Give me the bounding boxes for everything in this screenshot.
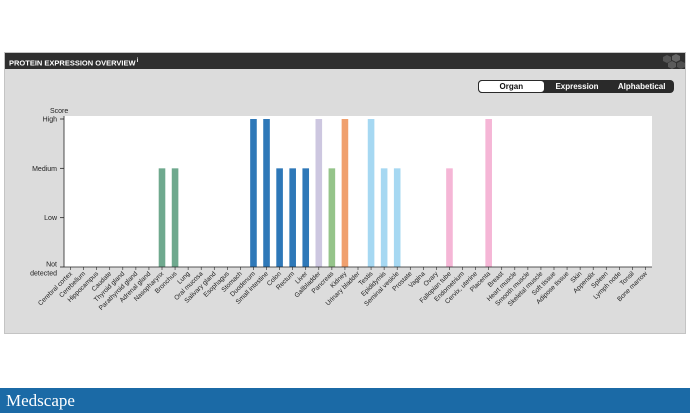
sort-toggle: Organ Expression Alphabetical — [478, 80, 674, 93]
bar-duodenum[interactable] — [250, 119, 257, 267]
panel-title: PROTEIN EXPRESSION OVERVIEW — [9, 58, 136, 68]
bar-kidney[interactable] — [341, 119, 349, 267]
toggle-alphabetical[interactable]: Alphabetical — [617, 82, 666, 91]
toggle-expression[interactable]: Expression — [555, 82, 599, 91]
bar-rectum[interactable] — [289, 168, 296, 267]
bar-pancreas[interactable] — [328, 168, 336, 267]
y-tick-label: Low — [44, 215, 58, 222]
bar-liver[interactable] — [302, 168, 310, 267]
bar-fallopian-tube[interactable] — [446, 168, 453, 267]
y-axis-title: Score — [50, 108, 68, 115]
bar-gallbladder[interactable] — [315, 119, 323, 267]
bar-bronchus[interactable] — [171, 168, 179, 267]
y-tick-label: Medium — [32, 166, 57, 173]
panel-header: PROTEIN EXPRESSION OVERVIEWi — [5, 53, 685, 69]
y-tick-label: High — [43, 117, 58, 124]
hexagon-logo-icon — [663, 54, 685, 69]
bar-small-intestine[interactable] — [263, 119, 270, 267]
toggle-organ[interactable]: Organ — [478, 80, 545, 93]
y-tick-label: Not detected — [30, 262, 57, 278]
bar-epididymis[interactable] — [380, 168, 388, 267]
plot-area — [64, 116, 652, 267]
bar-placenta[interactable] — [485, 119, 492, 267]
medscape-logo: Medscape — [6, 391, 75, 410]
bar-seminal-vesicle[interactable] — [393, 168, 401, 267]
bar-colon[interactable] — [276, 168, 283, 267]
bar-testis[interactable] — [367, 119, 375, 267]
bar-nasopharynx[interactable] — [158, 168, 166, 267]
footer-bar: Medscape — [0, 388, 690, 413]
info-icon[interactable]: i — [136, 58, 139, 64]
